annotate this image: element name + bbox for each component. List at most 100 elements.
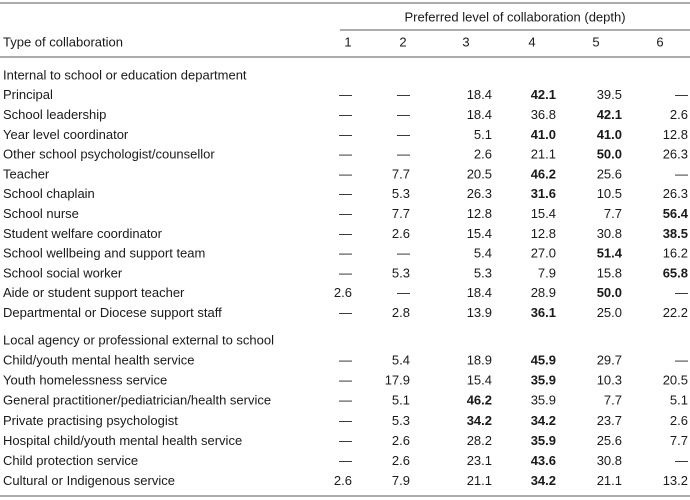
cell: 43.6 <box>531 453 556 468</box>
cell: 51.4 <box>597 246 623 261</box>
cell: 25.6 <box>597 166 622 181</box>
column-header: 6 <box>656 34 663 49</box>
cell: 25.0 <box>597 305 622 320</box>
cell: 15.4 <box>531 206 556 221</box>
row-label: Private practising psychologist <box>3 413 178 428</box>
cell: — <box>675 285 688 300</box>
cell: 5.1 <box>392 393 410 408</box>
row-label: Child/youth mental health service <box>3 353 195 368</box>
cell: 5.4 <box>474 246 492 261</box>
cell: 7.7 <box>392 166 410 181</box>
cell: 12.8 <box>531 226 556 241</box>
cell: 28.2 <box>467 433 492 448</box>
cell: 10.3 <box>597 373 622 388</box>
cell: 16.2 <box>663 246 688 261</box>
section-title: Local agency or professional external to… <box>3 332 274 347</box>
cell: 13.2 <box>663 473 688 488</box>
cell: — <box>339 127 352 142</box>
cell: 50.0 <box>597 147 622 162</box>
cell: 7.9 <box>538 265 556 280</box>
cell: 7.7 <box>392 206 410 221</box>
cell: 7.9 <box>392 473 410 488</box>
cell: 2.6 <box>334 285 352 300</box>
cell: — <box>339 246 352 261</box>
column-header: 1 <box>344 34 351 49</box>
cell: 34.2 <box>467 413 492 428</box>
cell: — <box>339 186 352 201</box>
column-header: 2 <box>399 34 406 49</box>
cell: 34.2 <box>531 413 556 428</box>
cell: 12.8 <box>467 206 492 221</box>
row-label: Cultural or Indigenous service <box>3 473 175 488</box>
cell: 5.3 <box>392 413 410 428</box>
row-label: General practitioner/pediatrician/health… <box>3 393 271 408</box>
cell: — <box>339 353 352 368</box>
cell: 21.1 <box>597 473 622 488</box>
group-title: Preferred level of collaboration (depth) <box>404 9 625 24</box>
cell: 13.9 <box>467 305 492 320</box>
cell: 2.6 <box>474 147 492 162</box>
cell: 7.7 <box>670 433 688 448</box>
cell: — <box>675 166 688 181</box>
cell: 2.6 <box>392 453 410 468</box>
row-label: Teacher <box>3 166 50 181</box>
column-header: 5 <box>592 34 599 49</box>
cell: 21.1 <box>467 473 492 488</box>
cell: 5.3 <box>392 265 410 280</box>
cell: 2.8 <box>392 305 410 320</box>
row-label: Student welfare coordinator <box>3 226 163 241</box>
row-header: Type of collaboration <box>3 34 123 49</box>
cell: 15.8 <box>597 265 622 280</box>
cell: 46.2 <box>531 166 556 181</box>
row-label: School chaplain <box>3 186 95 201</box>
cell: — <box>339 166 352 181</box>
cell: — <box>339 305 352 320</box>
section-title: Internal to school or education departme… <box>3 67 247 82</box>
cell: — <box>339 413 352 428</box>
row-label: Child protection service <box>3 453 138 468</box>
cell: — <box>339 107 352 122</box>
cell: 27.0 <box>531 246 556 261</box>
cell: — <box>339 433 352 448</box>
cell: 12.8 <box>663 127 688 142</box>
column-header: 3 <box>462 34 469 49</box>
cell: 30.8 <box>597 453 622 468</box>
cell: 31.6 <box>531 186 556 201</box>
cell: — <box>339 147 352 162</box>
cell: — <box>339 393 352 408</box>
cell: 36.8 <box>531 107 556 122</box>
cell: 20.5 <box>467 166 492 181</box>
row-label: Principal <box>3 87 53 102</box>
cell: 15.4 <box>467 373 492 388</box>
cell: 20.5 <box>663 373 688 388</box>
row-label: School leadership <box>3 107 106 122</box>
cell: 35.9 <box>531 373 556 388</box>
row-label: Youth homelessness service <box>3 373 167 388</box>
cell: 7.7 <box>604 393 622 408</box>
cell: 7.7 <box>604 206 622 221</box>
cell: — <box>339 265 352 280</box>
cell: 26.3 <box>467 186 492 201</box>
cell: — <box>339 373 352 388</box>
cell: 15.4 <box>467 226 492 241</box>
cell: 5.1 <box>670 393 688 408</box>
cell: 5.3 <box>392 186 410 201</box>
cell: — <box>675 87 688 102</box>
cell: 23.7 <box>597 413 622 428</box>
cell: 21.1 <box>531 147 556 162</box>
cell: 18.9 <box>467 353 492 368</box>
row-label: School nurse <box>3 206 79 221</box>
cell: — <box>397 246 410 261</box>
cell: 5.3 <box>474 265 492 280</box>
cell: 22.2 <box>663 305 688 320</box>
row-label: Departmental or Diocese support staff <box>3 305 222 320</box>
cell: — <box>339 226 352 241</box>
cell: 2.6 <box>392 226 410 241</box>
row-label: Other school psychologist/counsellor <box>3 147 215 162</box>
cell: 2.6 <box>670 413 688 428</box>
cell: 28.9 <box>531 285 556 300</box>
cell: 10.5 <box>597 186 622 201</box>
cell: 23.1 <box>467 453 492 468</box>
cell: — <box>339 453 352 468</box>
